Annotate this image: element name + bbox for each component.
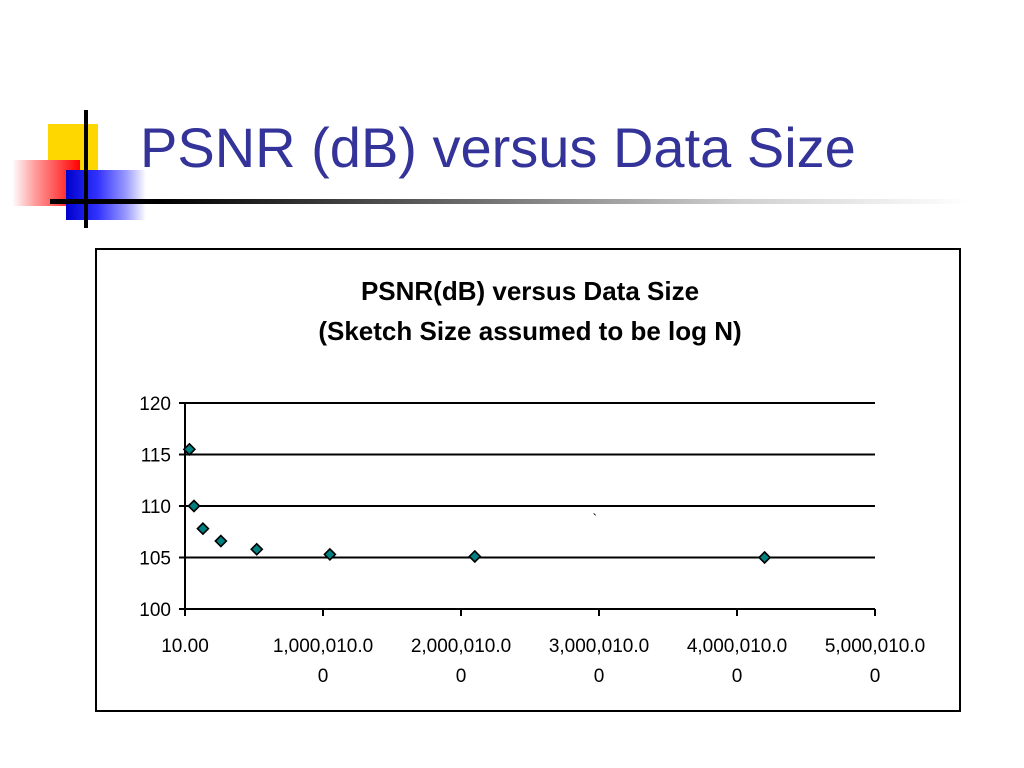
chart-frame: PSNR(dB) versus Data Size (Sketch Size a… xyxy=(95,248,961,712)
title-underline-rule xyxy=(50,199,970,204)
y-tick-label: 100 xyxy=(139,600,171,621)
x-tick-label: 0 xyxy=(870,666,881,687)
x-tick-label: 3,000,010.0 xyxy=(549,636,649,657)
data-point xyxy=(214,534,228,548)
chart-title: PSNR(dB) versus Data Size xyxy=(361,276,699,306)
x-tick-label: 0 xyxy=(732,666,743,687)
annotations: ` xyxy=(593,511,598,527)
data-point xyxy=(757,550,772,565)
axes: 100 105 110 115 120 10.00 1,000,010.0 0 2,000,01… xyxy=(139,394,925,687)
data-point xyxy=(468,549,482,564)
y-tick-label: 110 xyxy=(141,497,171,518)
data-point xyxy=(182,442,197,456)
slide-title: PSNR (dB) versus Data Size xyxy=(140,116,856,179)
data-point xyxy=(323,547,337,562)
chart-subtitle: (Sketch Size assumed to be log N) xyxy=(318,316,741,346)
x-tick-label: 0 xyxy=(594,666,605,687)
x-tick-label: 1,000,010.0 xyxy=(273,636,373,657)
data-point xyxy=(196,522,210,536)
x-tick-label: 4,000,010.0 xyxy=(687,636,787,657)
x-tick-label: 0 xyxy=(318,666,329,687)
psnr-scatter-chart: PSNR(dB) versus Data Size (Sketch Size a… xyxy=(139,276,925,687)
y-tick-label: 115 xyxy=(141,446,171,467)
x-tick-label: 2,000,010.0 xyxy=(411,636,511,657)
data-points xyxy=(182,442,772,565)
y-tick-label: 105 xyxy=(139,549,171,570)
gridlines xyxy=(185,402,875,559)
x-tick-label: 0 xyxy=(456,666,467,687)
chart-annotation: ` xyxy=(593,511,598,527)
title-decoration-blue-gradient xyxy=(66,170,146,220)
x-tick-label: 5,000,010.0 xyxy=(825,636,925,657)
y-tick-label: 120 xyxy=(139,394,171,415)
data-point xyxy=(250,542,264,556)
title-decoration-vertical-line xyxy=(84,110,88,228)
data-point xyxy=(187,499,201,513)
x-tick-label: 10.00 xyxy=(161,636,209,657)
